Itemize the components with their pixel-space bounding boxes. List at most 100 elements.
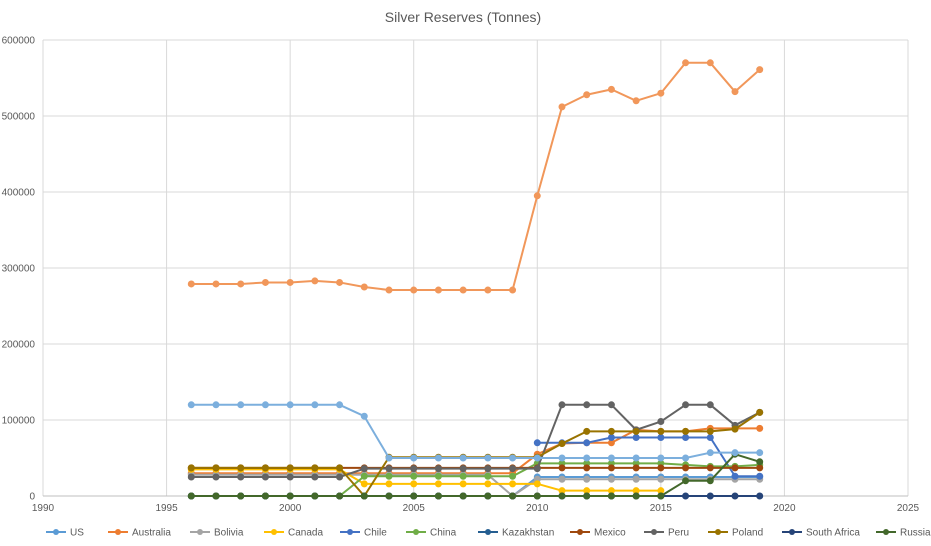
data-point bbox=[311, 464, 319, 472]
x-tick-label: 2000 bbox=[279, 503, 302, 514]
data-point bbox=[434, 480, 442, 488]
data-point bbox=[583, 492, 591, 500]
data-point bbox=[286, 473, 294, 481]
data-point bbox=[360, 472, 368, 480]
data-point bbox=[706, 449, 714, 457]
legend-swatch-marker bbox=[271, 529, 277, 535]
data-point bbox=[731, 425, 739, 433]
data-point bbox=[360, 492, 368, 500]
data-point bbox=[533, 480, 541, 488]
data-point bbox=[261, 401, 269, 409]
data-point bbox=[682, 59, 690, 67]
data-point bbox=[756, 492, 764, 500]
data-point bbox=[706, 492, 714, 500]
legend-label: Mexico bbox=[594, 528, 626, 539]
data-point bbox=[731, 449, 739, 457]
x-tick-label: 2010 bbox=[526, 503, 549, 514]
gridlines bbox=[42, 39, 909, 497]
data-point bbox=[286, 464, 294, 472]
data-point bbox=[237, 280, 245, 288]
data-point bbox=[434, 465, 442, 473]
data-point bbox=[410, 454, 418, 462]
legend-swatch-marker bbox=[413, 529, 419, 535]
data-point bbox=[237, 473, 245, 481]
legend-label: US bbox=[70, 528, 84, 539]
data-point bbox=[360, 480, 368, 488]
data-point bbox=[533, 492, 541, 500]
data-point bbox=[706, 401, 714, 409]
data-point bbox=[484, 286, 492, 294]
legend-swatch-marker bbox=[789, 529, 795, 535]
series-line bbox=[191, 473, 760, 497]
x-tick-label: 2005 bbox=[403, 503, 426, 514]
data-point bbox=[286, 492, 294, 500]
data-point bbox=[360, 465, 368, 473]
data-point bbox=[261, 278, 269, 286]
data-point bbox=[682, 464, 690, 472]
data-point bbox=[434, 472, 442, 480]
legend-label: Canada bbox=[288, 528, 323, 539]
legend-item: Australia bbox=[108, 528, 171, 539]
data-point bbox=[607, 475, 615, 483]
data-point bbox=[657, 454, 665, 462]
data-point bbox=[261, 464, 269, 472]
data-point bbox=[682, 427, 690, 435]
data-point bbox=[261, 473, 269, 481]
legend-label: Peru bbox=[668, 528, 689, 539]
legend-swatch-marker bbox=[53, 529, 59, 535]
series-russia bbox=[187, 450, 764, 500]
data-point bbox=[509, 492, 517, 500]
data-point bbox=[286, 278, 294, 286]
y-tick-label: 100000 bbox=[2, 416, 36, 427]
data-point bbox=[385, 286, 393, 294]
data-point bbox=[607, 433, 615, 441]
data-point bbox=[657, 427, 665, 435]
data-point bbox=[682, 454, 690, 462]
data-point bbox=[237, 464, 245, 472]
legend-item: Canada bbox=[264, 528, 323, 539]
data-point bbox=[657, 475, 665, 483]
x-tick-label: 2020 bbox=[773, 503, 796, 514]
data-point bbox=[682, 433, 690, 441]
data-point bbox=[410, 472, 418, 480]
legend-item: Chile bbox=[340, 528, 387, 539]
data-point bbox=[731, 492, 739, 500]
data-point bbox=[509, 286, 517, 294]
data-point bbox=[533, 192, 541, 200]
data-point bbox=[558, 475, 566, 483]
x-tick-label: 2025 bbox=[897, 503, 920, 514]
data-point bbox=[558, 440, 566, 448]
legend-label: China bbox=[430, 528, 457, 539]
legend-item: US bbox=[46, 528, 84, 539]
legend-swatch-marker bbox=[715, 529, 721, 535]
data-point bbox=[459, 480, 467, 488]
legend-swatch-marker bbox=[485, 529, 491, 535]
legend-swatch-marker bbox=[651, 529, 657, 535]
data-point bbox=[756, 464, 764, 472]
series-line bbox=[537, 436, 760, 478]
data-point bbox=[410, 492, 418, 500]
data-point bbox=[632, 427, 640, 435]
data-point bbox=[756, 458, 764, 466]
data-point bbox=[385, 492, 393, 500]
data-point bbox=[484, 465, 492, 473]
data-point bbox=[509, 472, 517, 480]
data-point bbox=[706, 477, 714, 485]
legend-label: Chile bbox=[364, 528, 387, 539]
data-point bbox=[657, 418, 665, 426]
legend-label: Kazakhstan bbox=[502, 528, 554, 539]
data-point bbox=[385, 465, 393, 473]
data-point bbox=[336, 492, 344, 500]
legend: US Australia Bolivia Canada Chile China Kazakh… bbox=[46, 528, 931, 539]
legend-swatch-marker bbox=[115, 529, 121, 535]
y-tick-label: 400000 bbox=[2, 188, 36, 199]
y-tick-label: 300000 bbox=[2, 264, 36, 275]
data-point bbox=[434, 454, 442, 462]
data-point bbox=[706, 427, 714, 435]
legend-label: Australia bbox=[132, 528, 171, 539]
x-tick-label: 1990 bbox=[32, 503, 55, 514]
data-point bbox=[558, 454, 566, 462]
data-point bbox=[311, 492, 319, 500]
data-point bbox=[657, 89, 665, 97]
